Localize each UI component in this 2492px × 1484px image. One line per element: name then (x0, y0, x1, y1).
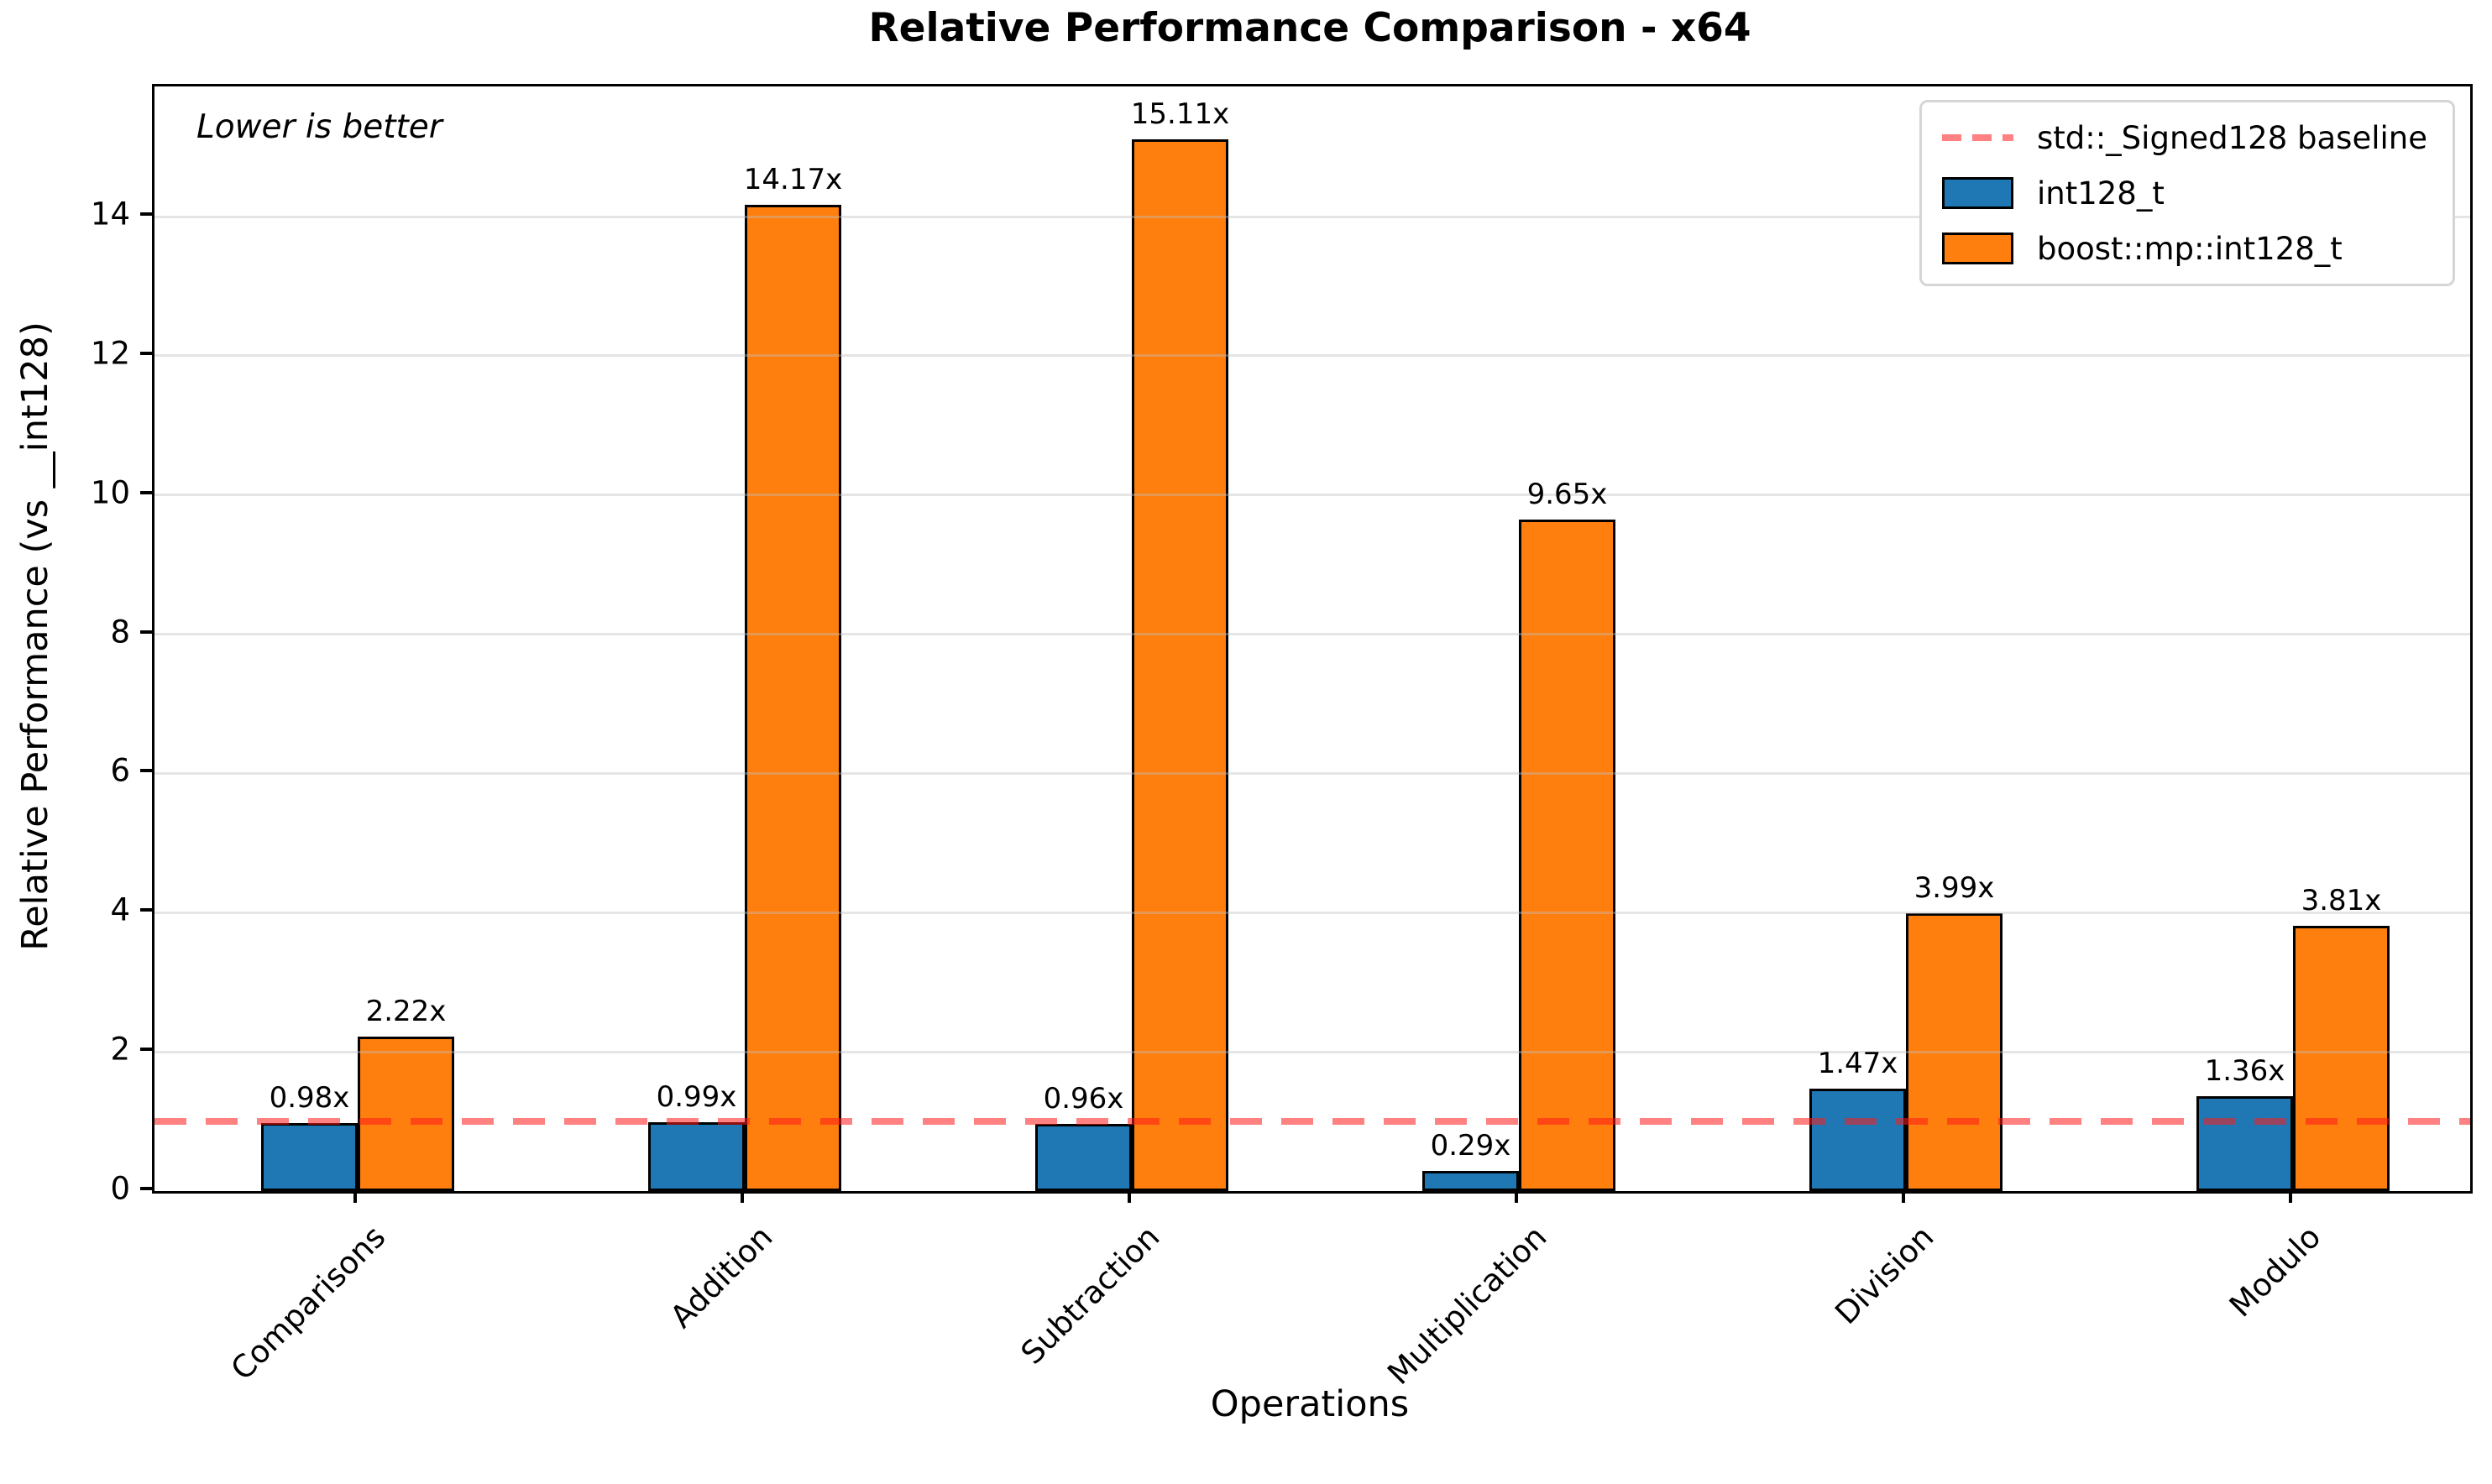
bar-value-label-boost-mp-int128-t-addition: 14.17x (743, 162, 843, 196)
y-tick-label-4: 4 (110, 891, 130, 928)
bar-value-label-int128-t-subtraction: 0.96x (1043, 1082, 1124, 1116)
gridline-y14 (154, 215, 2470, 218)
y-tick-mark-6 (140, 769, 152, 773)
legend-entry: int128_t (1941, 171, 2427, 215)
gridline-y4 (154, 911, 2470, 914)
bar-boost-mp-int128-t-subtraction (1132, 139, 1228, 1191)
bar-boost-mp-int128-t-division (1906, 913, 2002, 1191)
y-tick-label-12: 12 (90, 335, 130, 372)
x-tick-label-comparisons: Comparisons (223, 1219, 393, 1387)
x-tick-label-addition: Addition (662, 1219, 780, 1335)
y-tick-mark-10 (140, 490, 152, 494)
legend-label: int128_t (2036, 175, 2165, 212)
bar-value-label-boost-mp-int128-t-modulo: 3.81x (2301, 884, 2382, 918)
bar-value-label-boost-mp-int128-t-multiplication: 9.65x (1526, 477, 1608, 511)
bar-int128-t-multiplication (1422, 1170, 1519, 1191)
gridline-y6 (154, 771, 2470, 775)
y-tick-mark-8 (140, 630, 152, 634)
x-tick-mark-0 (353, 1191, 357, 1203)
annotation-lower-is-better: Lower is better (196, 108, 442, 146)
y-tick-mark-0 (140, 1187, 152, 1190)
bar-int128-t-division (1809, 1089, 1906, 1191)
bar-value-label-int128-t-modulo: 1.36x (2204, 1054, 2285, 1089)
y-tick-label-14: 14 (90, 196, 130, 233)
legend-swatch-baseline-dash (1941, 134, 2013, 141)
legend-entry: boost::mp::int128_t (1941, 227, 2427, 270)
y-tick-label-10: 10 (90, 474, 130, 511)
baseline-line (154, 1118, 2470, 1126)
y-tick-mark-4 (140, 908, 152, 912)
y-tick-label-2: 2 (110, 1031, 130, 1068)
bar-int128-t-subtraction (1035, 1124, 1132, 1191)
x-tick-mark-5 (2289, 1191, 2292, 1203)
y-tick-label-0: 0 (110, 1170, 130, 1207)
bar-value-label-int128-t-comparisons: 0.98x (269, 1080, 350, 1115)
bar-boost-mp-int128-t-multiplication (1519, 519, 1615, 1191)
x-tick-label-multiplication: Multiplication (1380, 1219, 1554, 1393)
bar-boost-mp-int128-t-modulo (2293, 926, 2390, 1191)
legend-label: boost::mp::int128_t (2036, 230, 2343, 267)
y-tick-mark-14 (140, 212, 152, 217)
bar-value-label-boost-mp-int128-t-division: 3.99x (1914, 871, 1995, 906)
bar-boost-mp-int128-t-addition (745, 204, 841, 1191)
bar-value-label-int128-t-division: 1.47x (1817, 1047, 1898, 1081)
x-tick-mark-2 (1128, 1191, 1131, 1203)
x-axis-label: Operations (1210, 1383, 1410, 1425)
x-tick-mark-4 (1902, 1191, 1905, 1203)
x-tick-label-subtraction: Subtraction (1013, 1219, 1167, 1372)
bar-value-label-int128-t-multiplication: 0.29x (1430, 1128, 1511, 1163)
y-tick-mark-2 (140, 1048, 152, 1052)
gridline-y12 (154, 354, 2470, 358)
legend-swatch-boost-mp-int128-t (1941, 233, 2013, 264)
bar-int128-t-addition (648, 1121, 745, 1191)
bar-value-label-int128-t-addition: 0.99x (656, 1079, 737, 1114)
plot-area: Lower is better std::_Signed128 baseline… (152, 84, 2473, 1194)
x-tick-label-division: Division (1828, 1219, 1941, 1332)
y-tick-mark-12 (140, 351, 152, 355)
x-tick-mark-3 (1515, 1191, 1518, 1203)
x-tick-mark-1 (741, 1191, 744, 1203)
chart-title: Relative Performance Comparison - x64 (868, 5, 1751, 51)
x-tick-label-modulo: Modulo (2222, 1219, 2328, 1325)
bar-value-label-boost-mp-int128-t-comparisons: 2.22x (365, 994, 447, 1028)
bar-int128-t-modulo (2196, 1096, 2293, 1191)
legend-entry: std::_Signed128 baseline (1941, 116, 2427, 159)
y-tick-label-6: 6 (110, 752, 130, 789)
bar-boost-mp-int128-t-comparisons (358, 1036, 454, 1191)
legend-label: std::_Signed128 baseline (2036, 119, 2427, 156)
y-tick-label-8: 8 (110, 614, 130, 651)
bar-int128-t-comparisons (261, 1122, 358, 1191)
gridline-y2 (154, 1050, 2470, 1053)
gridline-y8 (154, 633, 2470, 636)
legend-swatch-int128-t (1941, 177, 2013, 209)
bar-value-label-boost-mp-int128-t-subtraction: 15.11x (1130, 97, 1230, 132)
gridline-y10 (154, 494, 2470, 497)
